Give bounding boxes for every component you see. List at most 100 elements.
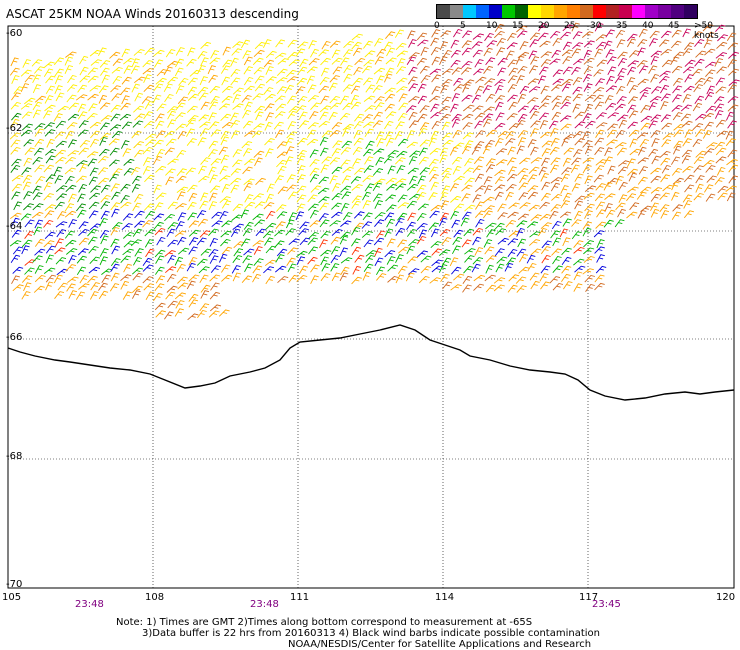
wind-barb <box>44 210 55 219</box>
wind-barb <box>275 77 288 84</box>
wind-barb <box>671 156 681 165</box>
wind-barb <box>474 59 484 68</box>
wind-barb <box>342 127 351 137</box>
wind-barb <box>34 219 44 229</box>
wind-barb <box>527 262 537 272</box>
wind-barb <box>110 113 121 122</box>
wind-barb <box>55 221 68 228</box>
wind-barb <box>607 112 619 119</box>
wind-barb <box>274 95 286 103</box>
wind-barb <box>386 204 397 212</box>
wind-barb <box>89 167 99 177</box>
wind-barb <box>67 276 79 284</box>
wind-barb <box>110 226 120 236</box>
wind-barb <box>144 174 155 183</box>
wind-barb <box>167 254 177 264</box>
wind-barb <box>75 291 86 300</box>
wind-barb <box>142 165 152 175</box>
wind-barb <box>386 218 396 228</box>
wind-barb <box>715 52 728 59</box>
wind-barb <box>505 219 517 228</box>
wind-barb <box>295 48 306 57</box>
wind-barb <box>174 230 187 237</box>
wind-barb <box>582 31 594 38</box>
wind-barb <box>493 284 505 292</box>
wind-barb <box>672 204 683 212</box>
wind-barb <box>649 30 660 39</box>
wind-barb <box>167 158 179 165</box>
wind-barb <box>32 156 43 165</box>
wind-barb <box>551 49 561 59</box>
wind-barb <box>265 222 277 230</box>
wind-barb <box>98 94 108 104</box>
wind-barb <box>518 192 529 201</box>
wind-barb <box>583 49 592 59</box>
wind-barb <box>385 67 395 77</box>
wind-barb <box>728 164 739 173</box>
wind-barb <box>24 74 35 83</box>
wind-barb <box>672 85 683 94</box>
wind-barb <box>306 66 318 74</box>
wind-barb <box>43 219 54 228</box>
wind-barb <box>77 111 88 120</box>
wind-barb <box>221 76 231 86</box>
wind-barb <box>420 46 429 56</box>
wind-barb <box>506 173 518 182</box>
wind-barb <box>627 158 636 168</box>
wind-barb <box>442 281 453 290</box>
wind-barb <box>484 32 494 42</box>
wind-barb <box>177 212 187 222</box>
wind-barb <box>199 274 209 284</box>
wind-barb <box>494 137 504 147</box>
wind-barb <box>66 283 76 292</box>
wind-barb <box>275 265 287 273</box>
wind-barb <box>112 58 123 66</box>
wind-barb <box>506 157 517 166</box>
wind-barb <box>64 230 75 239</box>
wind-barb <box>606 56 617 65</box>
wind-barb <box>362 114 374 122</box>
wind-barb <box>650 55 659 65</box>
wind-barb <box>715 24 726 33</box>
wind-barb <box>66 248 78 255</box>
wind-barb <box>197 309 207 319</box>
wind-barb <box>243 248 255 256</box>
wind-barb <box>243 182 253 192</box>
wind-barb <box>529 231 541 238</box>
legend-swatch <box>541 5 554 18</box>
wind-barb <box>99 60 111 68</box>
wind-barb <box>90 282 100 291</box>
wind-barb <box>339 235 349 245</box>
wind-barb <box>331 202 342 210</box>
wind-barb <box>673 51 685 59</box>
wind-barb <box>450 284 462 291</box>
wind-barb <box>550 127 559 137</box>
wind-barb <box>363 77 374 86</box>
wind-barb <box>429 68 442 75</box>
wind-barb <box>650 202 660 212</box>
wind-barb <box>574 138 585 146</box>
wind-barb <box>561 49 574 57</box>
wind-barb <box>494 191 504 201</box>
wind-barb <box>517 130 528 138</box>
wind-barb <box>352 146 363 156</box>
wind-barb <box>155 192 167 200</box>
wind-barb <box>571 219 582 227</box>
wind-barb <box>376 75 385 85</box>
wind-barb <box>430 181 439 191</box>
wind-barb <box>232 87 244 95</box>
wind-barb <box>122 248 134 256</box>
wind-barb <box>582 227 592 237</box>
wind-barb <box>231 48 242 56</box>
wind-barb <box>43 267 56 274</box>
wind-barb <box>242 255 252 264</box>
wind-barb <box>416 250 429 258</box>
wind-barb <box>508 166 517 175</box>
wind-barb <box>68 219 77 228</box>
legend-swatch <box>476 5 489 18</box>
wind-barb <box>406 200 417 209</box>
wind-barb <box>220 230 232 238</box>
wind-barb <box>24 147 35 156</box>
wind-barb <box>704 48 716 56</box>
wind-barb <box>398 246 410 254</box>
